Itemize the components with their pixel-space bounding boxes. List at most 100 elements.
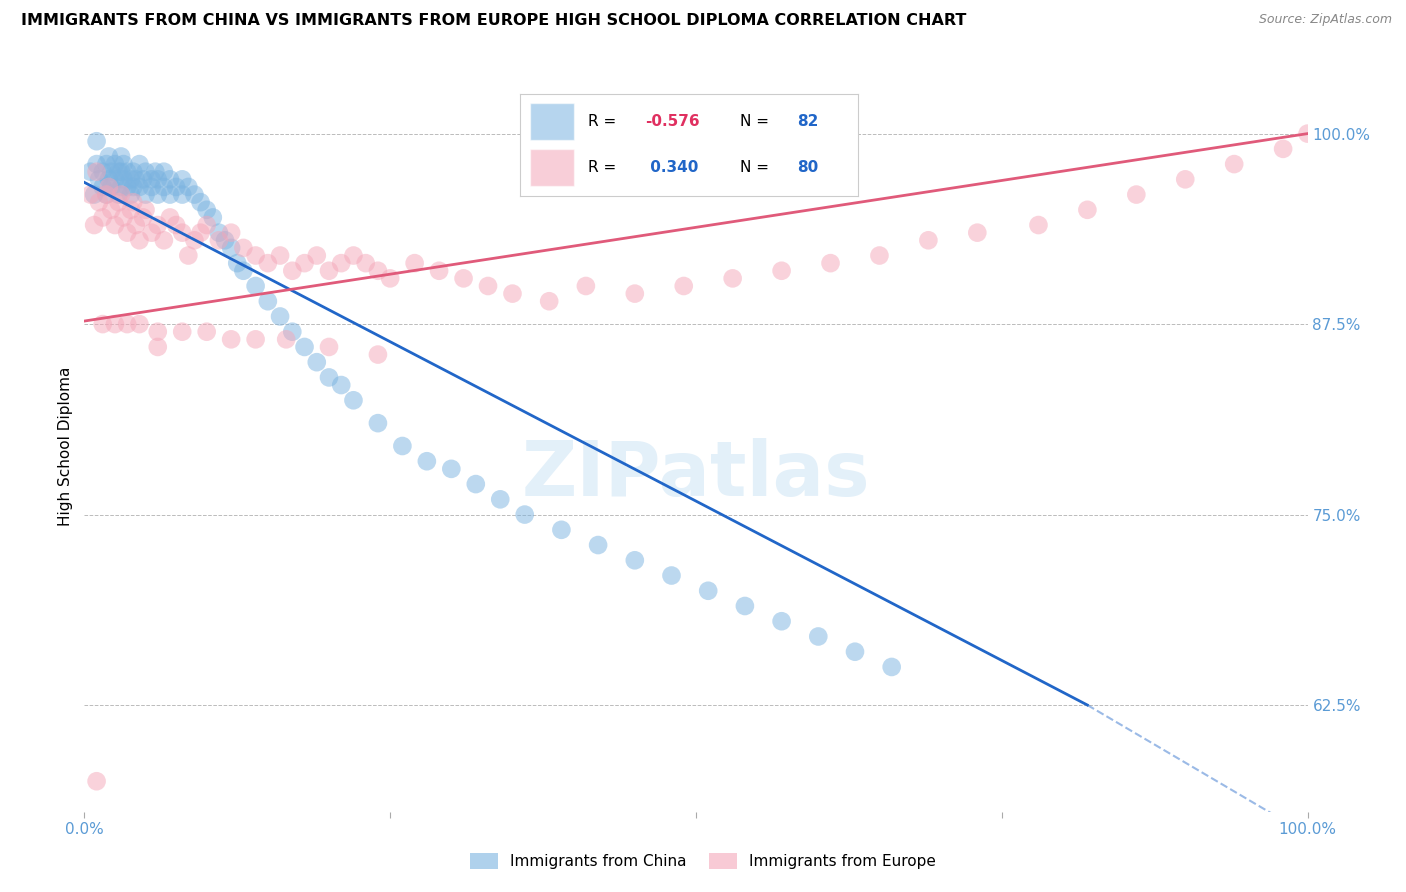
Text: N =: N = bbox=[740, 160, 769, 175]
Text: R =: R = bbox=[588, 114, 616, 128]
Point bbox=[183, 187, 205, 202]
Point bbox=[135, 164, 157, 178]
Point bbox=[318, 264, 340, 278]
Point bbox=[177, 180, 200, 194]
Point bbox=[107, 164, 129, 178]
Point bbox=[1272, 142, 1295, 156]
Point bbox=[86, 774, 108, 789]
Point bbox=[107, 195, 129, 210]
Point bbox=[91, 180, 114, 194]
Point bbox=[96, 187, 118, 202]
Text: N =: N = bbox=[740, 114, 769, 128]
Point bbox=[153, 164, 176, 178]
Point bbox=[115, 226, 138, 240]
Point bbox=[112, 211, 135, 225]
Point bbox=[110, 164, 132, 178]
Text: 0.340: 0.340 bbox=[645, 160, 699, 175]
Point bbox=[502, 286, 524, 301]
Point bbox=[115, 180, 138, 194]
Point bbox=[661, 568, 683, 582]
Point bbox=[141, 180, 163, 194]
FancyBboxPatch shape bbox=[530, 103, 574, 140]
Point bbox=[86, 157, 108, 171]
Point bbox=[195, 325, 218, 339]
Point bbox=[146, 187, 169, 202]
Point bbox=[427, 264, 450, 278]
Point bbox=[770, 264, 793, 278]
Point bbox=[159, 187, 181, 202]
Point bbox=[91, 164, 114, 178]
Y-axis label: High School Diploma: High School Diploma bbox=[58, 367, 73, 525]
Point bbox=[122, 195, 145, 210]
Point bbox=[880, 660, 903, 674]
Point bbox=[201, 211, 224, 225]
Point bbox=[115, 317, 138, 331]
Point bbox=[110, 149, 132, 163]
Point bbox=[820, 256, 842, 270]
Point bbox=[232, 264, 254, 278]
Point bbox=[721, 271, 744, 285]
Point bbox=[128, 180, 150, 194]
Point bbox=[122, 164, 145, 178]
Point bbox=[86, 134, 108, 148]
Point bbox=[172, 325, 194, 339]
Point bbox=[122, 180, 145, 194]
Point bbox=[538, 294, 561, 309]
Point bbox=[177, 248, 200, 262]
Point bbox=[132, 172, 155, 186]
Point bbox=[83, 218, 105, 232]
Point bbox=[966, 226, 988, 240]
Point bbox=[917, 233, 939, 247]
Point bbox=[128, 233, 150, 247]
Point bbox=[367, 416, 389, 430]
Point bbox=[104, 218, 127, 232]
Point bbox=[195, 218, 218, 232]
Point bbox=[86, 164, 108, 178]
Point bbox=[128, 317, 150, 331]
Point bbox=[294, 256, 316, 270]
Point bbox=[245, 332, 267, 346]
Point bbox=[91, 317, 114, 331]
Point bbox=[245, 279, 267, 293]
Point bbox=[281, 264, 304, 278]
Point bbox=[697, 583, 720, 598]
Point bbox=[367, 348, 389, 362]
Text: IMMIGRANTS FROM CHINA VS IMMIGRANTS FROM EUROPE HIGH SCHOOL DIPLOMA CORRELATION : IMMIGRANTS FROM CHINA VS IMMIGRANTS FROM… bbox=[21, 13, 966, 29]
Point bbox=[135, 187, 157, 202]
Point bbox=[453, 271, 475, 285]
Text: -0.576: -0.576 bbox=[645, 114, 700, 128]
Point bbox=[190, 226, 212, 240]
Text: R =: R = bbox=[588, 160, 616, 175]
Point bbox=[104, 172, 127, 186]
Point bbox=[153, 180, 176, 194]
Point bbox=[1076, 202, 1098, 217]
Text: 82: 82 bbox=[797, 114, 818, 128]
Point bbox=[294, 340, 316, 354]
Point bbox=[104, 317, 127, 331]
Point bbox=[146, 172, 169, 186]
Point bbox=[367, 264, 389, 278]
Point bbox=[120, 187, 142, 202]
Point bbox=[91, 211, 114, 225]
Point bbox=[128, 157, 150, 171]
Point bbox=[586, 538, 609, 552]
Point bbox=[159, 211, 181, 225]
Point bbox=[115, 164, 138, 178]
Text: Source: ZipAtlas.com: Source: ZipAtlas.com bbox=[1258, 13, 1392, 27]
Point bbox=[97, 180, 120, 194]
Point bbox=[734, 599, 756, 613]
Point bbox=[146, 340, 169, 354]
Point bbox=[135, 202, 157, 217]
Point bbox=[195, 202, 218, 217]
Point bbox=[120, 202, 142, 217]
Point bbox=[489, 492, 512, 507]
Point bbox=[107, 187, 129, 202]
Point bbox=[97, 149, 120, 163]
Point bbox=[83, 187, 105, 202]
Point bbox=[125, 172, 148, 186]
Point bbox=[1125, 187, 1147, 202]
Point bbox=[330, 378, 353, 392]
Point bbox=[100, 180, 122, 194]
Point bbox=[96, 157, 118, 171]
Point bbox=[305, 248, 328, 262]
